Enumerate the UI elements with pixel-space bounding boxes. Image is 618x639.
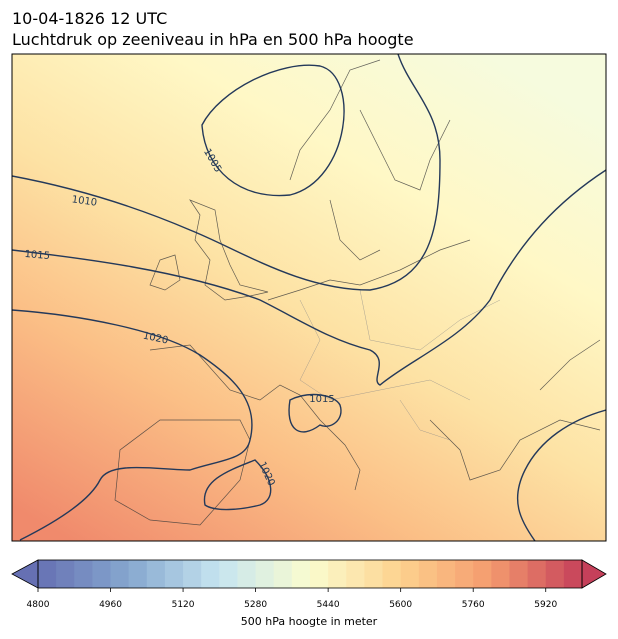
colorbar-band bbox=[563, 560, 583, 588]
colorbar-band bbox=[110, 560, 130, 588]
colorbar: 4800 4960 5120 5280 5440 5600 5760 5920 bbox=[11, 559, 607, 610]
isobar bbox=[288, 393, 342, 433]
colorbar-band bbox=[545, 560, 565, 588]
colorbar-band bbox=[56, 560, 75, 588]
isobar bbox=[12, 309, 253, 541]
colorbar-extend bbox=[11, 559, 39, 589]
colorbar-frame bbox=[37, 559, 583, 589]
colorbar-tick-label: 5440 bbox=[317, 600, 340, 610]
coastline bbox=[114, 339, 601, 526]
colorbar-band bbox=[418, 560, 438, 588]
colorbar-band bbox=[491, 560, 510, 588]
contour-label: 1010 bbox=[71, 194, 98, 208]
colorbar-tick-label: 5280 bbox=[244, 600, 267, 610]
colorbar-band bbox=[509, 560, 529, 588]
colorbar-band bbox=[92, 560, 112, 588]
colorbar-band bbox=[146, 560, 166, 588]
isobar bbox=[12, 54, 441, 291]
coastline bbox=[267, 59, 471, 301]
colorbar-band bbox=[291, 560, 311, 588]
colorbar-band bbox=[400, 560, 420, 588]
isobar bbox=[12, 169, 606, 386]
isobar bbox=[203, 459, 272, 511]
colorbar-band bbox=[219, 560, 238, 588]
colorbar-band bbox=[436, 560, 456, 588]
colorbar-band bbox=[183, 560, 202, 588]
colorbar-band bbox=[237, 560, 257, 588]
colorbar-band bbox=[346, 560, 365, 588]
colorbar-tick-label: 4960 bbox=[99, 600, 122, 610]
colorbar-band bbox=[364, 560, 384, 588]
map-background bbox=[12, 54, 606, 224]
isobar bbox=[201, 64, 345, 197]
contour-label: 1015 bbox=[309, 394, 334, 405]
colorbar-band bbox=[38, 560, 57, 588]
isobar bbox=[517, 409, 606, 541]
colorbar-band bbox=[382, 560, 402, 588]
map-frame bbox=[11, 53, 607, 542]
colorbar-band bbox=[273, 560, 293, 588]
colorbar-band bbox=[473, 560, 492, 588]
colorbar-band bbox=[527, 560, 547, 588]
colorbar-band bbox=[164, 560, 184, 588]
colorbar-band bbox=[328, 560, 347, 588]
subtitle: Luchtdruk op zeeniveau in hPa en 500 hPa… bbox=[12, 30, 414, 49]
colorbar-tick-label: 5920 bbox=[534, 600, 557, 610]
country-border bbox=[299, 289, 501, 441]
colorbar-band bbox=[310, 560, 329, 588]
contour-label: 1015 bbox=[24, 249, 50, 262]
colorbar-label: 500 hPa hoogte in meter bbox=[241, 615, 378, 628]
coastline bbox=[149, 254, 181, 291]
title: 10-04-1826 12 UTC bbox=[12, 9, 167, 28]
colorbar-band bbox=[128, 560, 148, 588]
colorbar-band bbox=[255, 560, 275, 588]
colorbar-band bbox=[74, 560, 93, 588]
map bbox=[12, 54, 606, 541]
colorbar-tick-label: 5600 bbox=[389, 600, 412, 610]
colorbar-band bbox=[201, 560, 220, 588]
contour-label: 1020 bbox=[142, 331, 169, 347]
colorbar-tick-label: 5120 bbox=[172, 600, 195, 610]
colorbar-tick-label: 5760 bbox=[462, 600, 485, 610]
colorbar-extend bbox=[581, 559, 607, 589]
colorbar-band bbox=[455, 560, 474, 588]
colorbar-tick-label: 4800 bbox=[27, 600, 50, 610]
